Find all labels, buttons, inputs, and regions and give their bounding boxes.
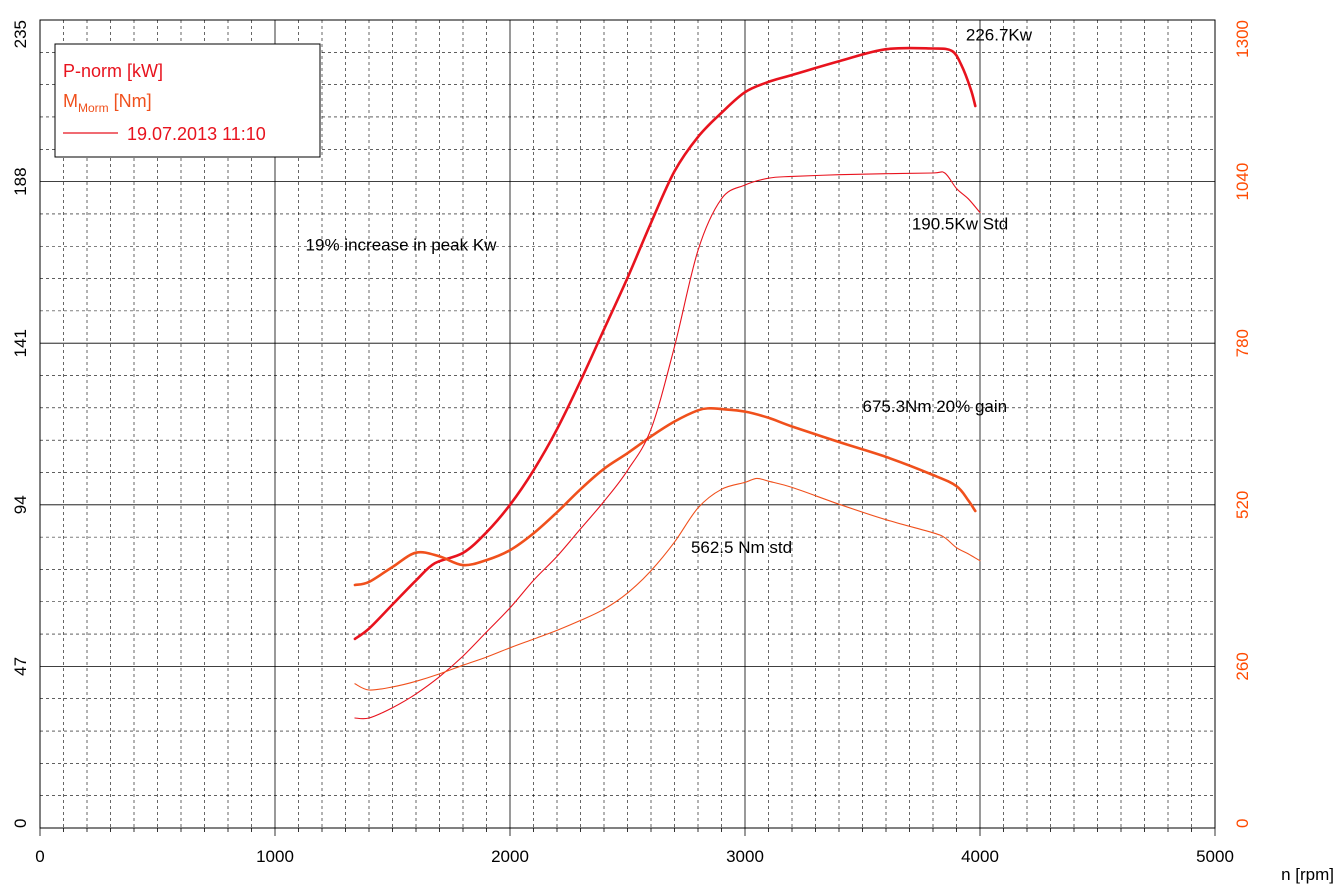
legend-torque-unit: [Nm] [109,91,152,111]
series-lines [353,46,981,720]
legend-torque-label: MMorm [Nm] [63,91,152,115]
left-tick-label: 0 [11,819,30,828]
annotation-label: 675.3Nm 20% gain [863,397,1008,416]
power-tuned-line [353,46,977,641]
right-tick-label: 260 [1233,652,1252,680]
x-tick-label: 5000 [1196,847,1234,866]
left-tick-label: 47 [11,657,30,676]
legend-power-label: P-norm [kW] [63,61,163,81]
x-tick-label: 1000 [256,847,294,866]
left-tick-label: 141 [11,329,30,357]
right-tick-label: 1040 [1233,163,1252,201]
x-tick-label: 2000 [491,847,529,866]
right-tick-label: 0 [1233,819,1252,828]
annotation-label: 562.5 Nm std [691,538,792,557]
x-tick-label: 0 [35,847,44,866]
x-tick-label: 3000 [726,847,764,866]
legend-torque-sub: Morm [78,101,109,115]
x-tick-label: 4000 [961,847,999,866]
annotations: 226.7Kw 190.5Kw Std 19% increase in peak K… [306,26,1033,557]
annotation-label: 226.7Kw [966,26,1033,45]
right-tick-label: 520 [1233,491,1252,519]
legend: P-norm [kW] MMorm [Nm] 19.07.2013 11:10 [54,43,321,158]
annotation-label: 190.5Kw Std [912,215,1008,234]
plot-frame [39,19,1216,836]
legend-torque-main: M [63,91,78,111]
annotation-label: 19% increase in peak Kw [306,235,498,254]
legend-run-label: 19.07.2013 11:10 [127,124,266,144]
torque-tuned-line [353,406,977,587]
x-axis-ticks: 0 1000 2000 3000 4000 5000 [35,847,1234,866]
left-tick-label: 235 [11,20,30,48]
torque-stock-line [354,477,981,691]
right-axis-ticks: 0 260 520 780 1040 1300 [1233,20,1252,828]
left-axis-ticks: 0 47 94 141 188 235 [11,20,30,828]
right-tick-label: 1300 [1233,20,1252,58]
power-stock-line [354,171,981,720]
legend-box [54,43,321,158]
left-tick-label: 188 [11,167,30,195]
x-axis-label: n [rpm] [1281,865,1334,884]
right-tick-label: 780 [1233,329,1252,357]
left-tick-label: 94 [11,495,30,514]
